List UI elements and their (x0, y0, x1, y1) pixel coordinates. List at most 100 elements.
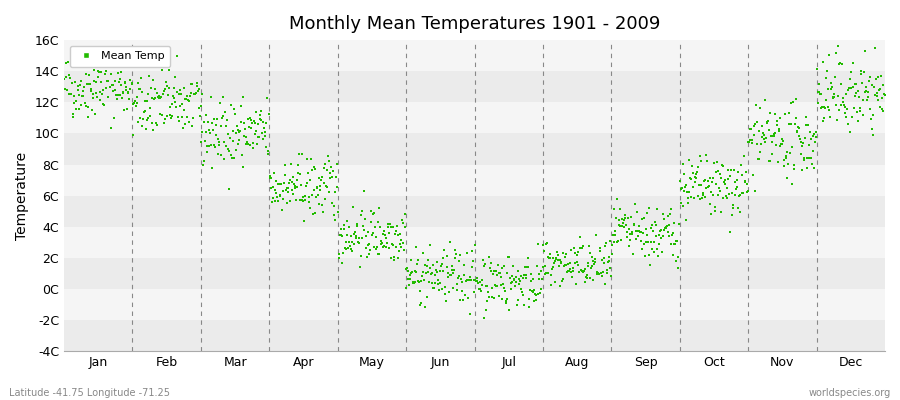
Point (94, 78, 108, 85)
Point (69, 61, 84, 67)
Point (493, 282, 508, 289)
Point (287, 184, 302, 191)
Point (221, 131, 236, 138)
Point (800, 165, 814, 171)
Point (61, 59, 76, 66)
Point (122, 89, 136, 95)
Point (190, 80, 204, 86)
Point (850, 81, 864, 88)
Point (851, 94, 866, 100)
Point (669, 258, 683, 264)
Point (346, 204, 360, 210)
Point (702, 183, 716, 189)
Point (96, 102, 111, 108)
Point (278, 171, 293, 178)
Point (80, 114, 94, 120)
Point (798, 114, 813, 120)
Point (820, 68, 834, 74)
Bar (64, 258, 885, 289)
Point (75, 93, 89, 99)
Point (140, 98, 154, 104)
Point (868, 45, 882, 51)
Point (468, 277, 482, 284)
Point (824, 86, 838, 92)
Point (827, 94, 842, 100)
Point (784, 121, 798, 128)
Point (436, 268, 451, 274)
Point (182, 119, 196, 125)
Point (603, 237, 617, 244)
Point (760, 119, 775, 126)
Point (693, 195, 707, 202)
Point (238, 141, 253, 147)
Point (269, 178, 284, 185)
Point (834, 81, 849, 87)
Point (468, 242, 482, 248)
Point (529, 292, 544, 298)
Point (630, 228, 644, 234)
Point (850, 108, 864, 115)
Point (431, 277, 446, 284)
Point (191, 88, 205, 94)
Point (357, 188, 372, 195)
Point (592, 270, 607, 277)
Point (298, 196, 312, 203)
Point (756, 130, 770, 136)
Point (148, 120, 163, 127)
Point (469, 278, 483, 284)
Point (862, 78, 877, 84)
Point (608, 232, 623, 238)
Point (194, 129, 209, 135)
Point (82, 80, 96, 87)
Point (783, 150, 797, 156)
Point (769, 142, 783, 148)
Point (721, 166, 735, 173)
Point (841, 87, 855, 93)
Point (758, 97, 772, 103)
Point (809, 134, 824, 140)
Point (105, 88, 120, 95)
Point (80, 80, 94, 87)
Point (385, 223, 400, 230)
Point (184, 80, 198, 87)
Point (410, 278, 425, 284)
Point (716, 194, 731, 201)
Point (459, 278, 473, 284)
Point (548, 258, 562, 264)
Point (545, 263, 560, 270)
Point (398, 211, 412, 218)
Point (670, 238, 684, 244)
Point (874, 73, 888, 79)
Point (767, 131, 781, 137)
Point (393, 231, 408, 237)
Point (117, 106, 131, 113)
Point (162, 67, 176, 73)
Point (532, 275, 546, 282)
Point (627, 222, 642, 229)
Point (645, 221, 660, 228)
Point (334, 232, 348, 238)
Point (652, 228, 667, 234)
Point (167, 99, 182, 105)
Point (341, 245, 356, 252)
Point (866, 112, 880, 118)
Point (350, 221, 365, 227)
Point (605, 242, 619, 248)
Point (418, 270, 433, 276)
Point (700, 158, 715, 164)
Point (472, 286, 486, 292)
Point (817, 104, 832, 111)
Point (381, 224, 395, 231)
Point (552, 263, 566, 270)
Point (320, 166, 334, 173)
Point (138, 98, 152, 104)
Point (455, 296, 470, 303)
Point (309, 194, 323, 200)
Point (200, 149, 214, 155)
Point (805, 161, 819, 167)
Point (530, 291, 544, 298)
Point (667, 241, 681, 247)
Point (217, 138, 231, 145)
Point (723, 173, 737, 179)
Point (673, 200, 688, 206)
